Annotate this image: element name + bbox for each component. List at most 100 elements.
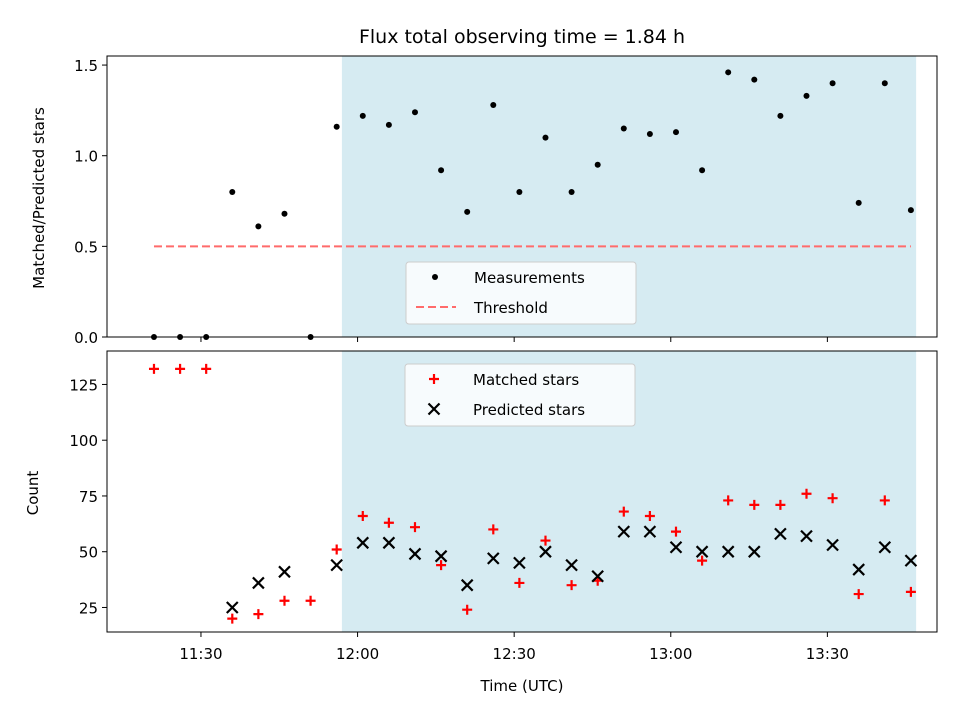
matched-point: [879, 495, 890, 506]
legend-label: Threshold: [473, 299, 548, 317]
measurement-point: [855, 199, 862, 206]
y-tick-label: 1.0: [74, 148, 98, 166]
bottom-y-axis-label: Count: [24, 471, 42, 516]
predicted-point: [539, 545, 552, 558]
predicted-point: [487, 552, 500, 565]
measurement-point: [751, 76, 758, 83]
predicted-point: [669, 540, 683, 554]
predicted-point: [591, 569, 604, 583]
predicted-point: [408, 547, 422, 561]
matched-point: [853, 589, 864, 600]
predicted-point: [852, 563, 865, 576]
x-tick-label: 12:30: [493, 645, 536, 663]
measurement-point: [907, 207, 914, 214]
matched-point: [749, 499, 760, 510]
legend-box: [404, 363, 636, 427]
plot-frame: [106, 350, 938, 633]
x-tick-label: 13:00: [649, 645, 692, 663]
predicted-point: [800, 529, 813, 543]
matched-point: [436, 560, 447, 571]
predicted-point: [382, 536, 396, 550]
predicted-point: [252, 576, 265, 590]
y-tick-label: 50: [79, 544, 98, 562]
measurement-point: [672, 129, 679, 136]
plot-frame: [106, 55, 938, 338]
legend: Measurements Threshold: [405, 261, 637, 325]
matched-point: [253, 609, 264, 620]
predicted-point: [356, 536, 370, 550]
matched-point: [566, 580, 577, 591]
y-tick-label: 25: [79, 599, 98, 617]
measurement-point: [777, 112, 784, 119]
matched-point: [175, 363, 186, 374]
matched-point: [331, 544, 342, 555]
x-tick-label: 13:30: [806, 645, 849, 663]
measurement-point: [594, 161, 601, 168]
top-y-axis-label: Matched/Predicted stars: [30, 107, 48, 289]
predicted-point: [434, 549, 448, 563]
predicted-point: [721, 545, 735, 558]
x-tick-label: 12:00: [336, 645, 379, 663]
matched-point: [644, 511, 655, 522]
measurement-point: [438, 167, 445, 174]
measurement-point: [620, 125, 627, 132]
matched-point: [827, 493, 838, 504]
legend: Matched stars Predicted stars: [404, 363, 636, 427]
legend-label: Measurements: [474, 269, 585, 287]
y-tick-label: 125: [69, 376, 98, 394]
predicted-point: [695, 545, 709, 558]
matched-point: [697, 555, 708, 566]
legend-marker: [432, 274, 438, 280]
y-tick-label: 100: [69, 432, 98, 450]
predicted-point: [878, 540, 892, 554]
matched-point: [905, 586, 916, 597]
chart-title: Flux total observing time = 1.84 h: [359, 26, 685, 48]
y-tick-label: 0.5: [74, 238, 98, 256]
measurement-point: [829, 80, 836, 87]
predicted-point: [278, 565, 291, 579]
predicted-point: [460, 578, 474, 592]
predicted-point: [748, 545, 761, 558]
legend-marker: [427, 402, 441, 416]
bottom-panel: 25 50 75 100 125 11:30 12:00 12:30 13:00 13:30 Mat…: [69, 350, 938, 663]
predicted-point: [226, 601, 239, 614]
matched-point: [723, 495, 734, 506]
measurement-point: [725, 69, 732, 76]
matched-point: [801, 488, 812, 499]
predicted-point: [643, 525, 657, 538]
measurement-point: [464, 208, 471, 215]
measurement-point: [281, 210, 288, 217]
predicted-point: [513, 556, 526, 570]
predicted-point: [565, 558, 578, 572]
matched-point: [618, 506, 629, 517]
matched-point: [201, 363, 212, 374]
measurement-point: [699, 167, 706, 174]
matched-point: [775, 499, 786, 510]
matched-point: [409, 522, 420, 533]
measurement-point: [803, 92, 810, 99]
measurement-point: [568, 188, 575, 195]
measurement-point: [881, 80, 888, 87]
matched-point: [514, 577, 525, 588]
measurement-point: [646, 130, 653, 137]
legend-box: [405, 261, 637, 325]
legend-label: Matched stars: [473, 371, 579, 389]
matched-point: [670, 526, 681, 537]
predicted-point: [330, 558, 343, 572]
measurement-point: [516, 188, 523, 195]
measurement-point: [255, 223, 262, 230]
measurement-point: [359, 112, 366, 119]
matched-point: [227, 613, 238, 624]
y-tick-label: 75: [79, 488, 98, 506]
matched-point: [540, 535, 551, 546]
matched-point: [462, 604, 473, 615]
matched-point: [148, 363, 159, 374]
measurement-point: [411, 109, 418, 116]
x-axis-label: Time (UTC): [480, 677, 564, 695]
measurement-point: [542, 134, 549, 141]
top-panel: 0.0 0.5 1.0 1.5 Measurements Threshold: [74, 55, 938, 347]
matched-point: [383, 517, 394, 528]
matched-point: [279, 595, 290, 606]
measurement-point: [333, 123, 340, 130]
